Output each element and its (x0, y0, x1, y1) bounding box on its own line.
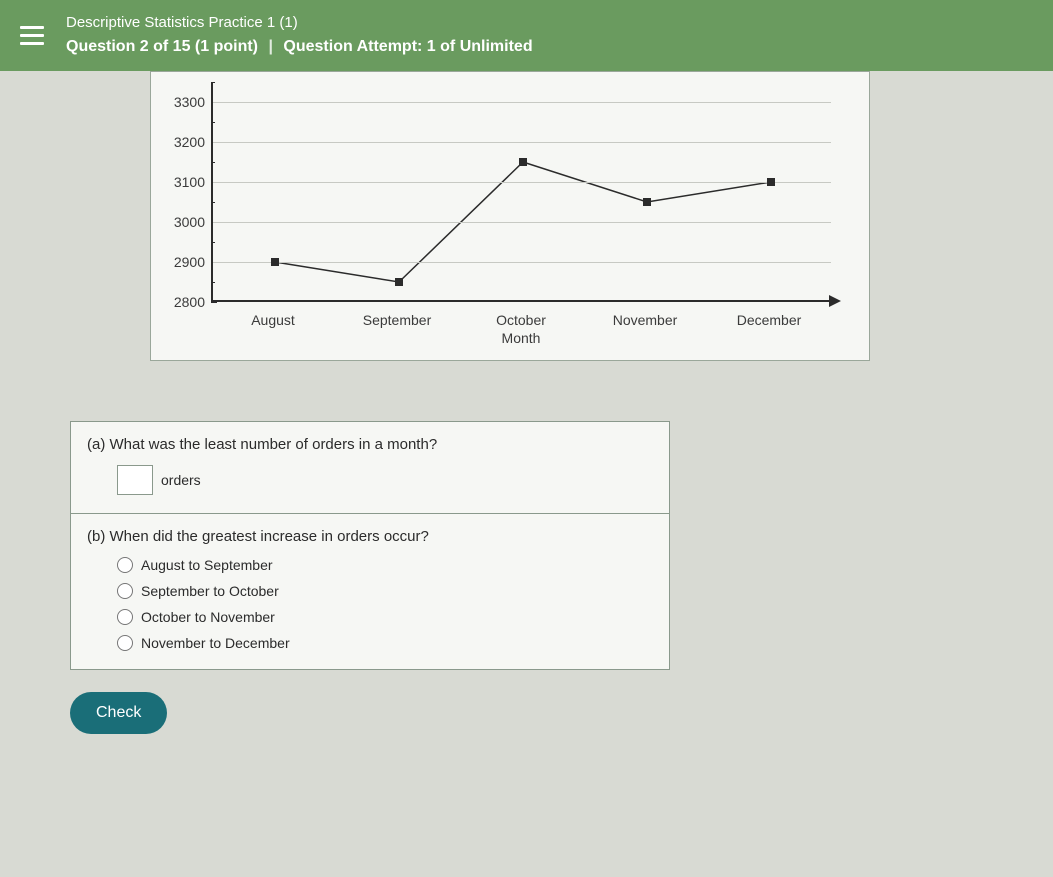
chart-marker (643, 198, 651, 206)
y-tick-label: 3200 (174, 134, 205, 150)
radio-label[interactable]: August to September (141, 557, 273, 573)
x-axis-labels: AugustSeptemberOctoberNovemberDecember (211, 312, 831, 328)
assignment-title: Descriptive Statistics Practice 1 (1) (66, 12, 533, 35)
x-tick-label: August (211, 312, 335, 328)
radio-option[interactable]: September to October (117, 583, 653, 599)
y-tick-label: 3100 (174, 174, 205, 190)
y-tick-label: 2800 (174, 294, 205, 310)
radio-label[interactable]: November to December (141, 635, 290, 651)
x-tick-label: November (583, 312, 707, 328)
y-tick-label: 3000 (174, 214, 205, 230)
check-button[interactable]: Check (70, 692, 167, 734)
question-card: (a) What was the least number of orders … (70, 421, 670, 670)
orders-input[interactable] (117, 465, 153, 495)
radio-label[interactable]: September to October (141, 583, 279, 599)
radio-option[interactable]: October to November (117, 609, 653, 625)
arrow-right-icon (829, 295, 841, 307)
y-tick-label: 2900 (174, 254, 205, 270)
question-a: (a) What was the least number of orders … (71, 422, 669, 513)
line-chart: 280029003000310032003300 (211, 82, 849, 302)
chart-marker (395, 278, 403, 286)
header-text: Descriptive Statistics Practice 1 (1) Qu… (66, 12, 533, 59)
radio-option[interactable]: August to September (117, 557, 653, 573)
chart-marker (271, 258, 279, 266)
x-tick-label: September (335, 312, 459, 328)
page-header: Descriptive Statistics Practice 1 (1) Qu… (0, 0, 1053, 71)
x-axis-title: Month (211, 330, 831, 346)
chart-marker (519, 158, 527, 166)
radio-input[interactable] (117, 609, 133, 625)
radio-input[interactable] (117, 635, 133, 651)
x-tick-label: October (459, 312, 583, 328)
question-b: (b) When did the greatest increase in or… (71, 513, 669, 669)
radio-input[interactable] (117, 583, 133, 599)
question-progress: Question 2 of 15 (1 point) | Question At… (66, 35, 533, 59)
radio-option[interactable]: November to December (117, 635, 653, 651)
question-b-prompt: (b) When did the greatest increase in or… (87, 528, 653, 545)
menu-icon[interactable] (16, 22, 48, 49)
chart-marker (767, 178, 775, 186)
orders-unit: orders (161, 472, 201, 488)
radio-input[interactable] (117, 557, 133, 573)
chart-panel: 280029003000310032003300 AugustSeptember… (150, 71, 870, 361)
question-a-prompt: (a) What was the least number of orders … (87, 436, 653, 453)
y-tick-label: 3300 (174, 94, 205, 110)
radio-label[interactable]: October to November (141, 609, 275, 625)
x-tick-label: December (707, 312, 831, 328)
